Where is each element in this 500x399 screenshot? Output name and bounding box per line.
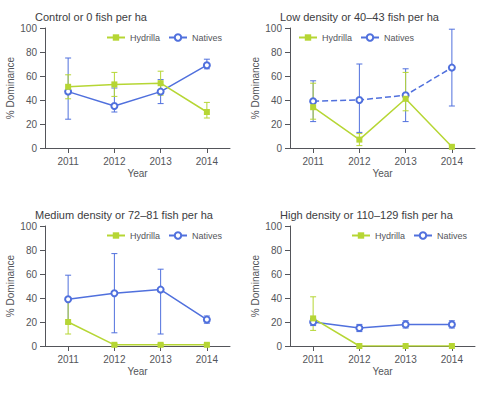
svg-text:40: 40: [26, 293, 38, 304]
svg-text:20: 20: [26, 317, 38, 328]
svg-text:100: 100: [265, 221, 282, 232]
svg-text:Hydrilla: Hydrilla: [130, 231, 160, 241]
svg-text:0: 0: [276, 143, 282, 154]
svg-text:2012: 2012: [103, 354, 126, 365]
svg-text:0: 0: [31, 341, 37, 352]
svg-text:2014: 2014: [441, 354, 464, 365]
svg-text:2011: 2011: [57, 156, 79, 167]
svg-text:High density or 110–129 fish p: High density or 110–129 fish per ha: [280, 209, 454, 221]
svg-text:40: 40: [26, 95, 38, 106]
svg-text:80: 80: [26, 245, 38, 256]
svg-text:Hydrilla: Hydrilla: [130, 33, 160, 43]
svg-text:20: 20: [271, 119, 283, 130]
svg-text:2011: 2011: [57, 354, 79, 365]
svg-text:2013: 2013: [150, 354, 173, 365]
svg-text:0: 0: [31, 143, 37, 154]
svg-text:Natives: Natives: [192, 231, 223, 241]
svg-text:Year: Year: [372, 366, 393, 377]
svg-text:Natives: Natives: [384, 33, 415, 43]
svg-text:Hydrilla: Hydrilla: [375, 231, 405, 241]
svg-text:2013: 2013: [395, 354, 418, 365]
svg-text:2013: 2013: [150, 156, 173, 167]
svg-text:2011: 2011: [302, 156, 324, 167]
svg-text:% Dominance: % Dominance: [250, 254, 261, 317]
svg-text:80: 80: [26, 47, 38, 58]
svg-text:Year: Year: [372, 168, 393, 179]
svg-text:% Dominance: % Dominance: [5, 254, 16, 317]
svg-text:40: 40: [271, 95, 283, 106]
svg-text:60: 60: [26, 71, 38, 82]
svg-text:% Dominance: % Dominance: [5, 56, 16, 119]
svg-text:2014: 2014: [196, 156, 219, 167]
svg-text:Natives: Natives: [192, 33, 223, 43]
svg-text:Hydrilla: Hydrilla: [322, 33, 352, 43]
svg-text:Low density or 40–43 fish per: Low density or 40–43 fish per ha: [280, 11, 440, 23]
svg-text:60: 60: [26, 269, 38, 280]
svg-text:40: 40: [271, 293, 283, 304]
svg-text:% Dominance: % Dominance: [250, 56, 261, 119]
svg-text:Year: Year: [127, 366, 148, 377]
svg-text:2012: 2012: [103, 156, 126, 167]
svg-text:Control or 0 fish per ha: Control or 0 fish per ha: [35, 11, 148, 23]
svg-text:0: 0: [276, 341, 282, 352]
svg-text:2014: 2014: [441, 156, 464, 167]
svg-text:100: 100: [265, 23, 282, 34]
svg-text:100: 100: [20, 221, 37, 232]
svg-text:60: 60: [271, 71, 283, 82]
svg-text:20: 20: [271, 317, 283, 328]
svg-text:2013: 2013: [395, 156, 418, 167]
svg-text:2012: 2012: [348, 156, 371, 167]
svg-text:60: 60: [271, 269, 283, 280]
svg-text:80: 80: [271, 245, 283, 256]
svg-text:20: 20: [26, 119, 38, 130]
svg-text:Natives: Natives: [437, 231, 468, 241]
svg-text:100: 100: [20, 23, 37, 34]
svg-text:Medium density or 72–81 fish p: Medium density or 72–81 fish per ha: [35, 209, 214, 221]
svg-text:2011: 2011: [302, 354, 324, 365]
svg-text:80: 80: [271, 47, 283, 58]
svg-text:2014: 2014: [196, 354, 219, 365]
svg-text:2012: 2012: [348, 354, 371, 365]
svg-text:Year: Year: [127, 168, 148, 179]
